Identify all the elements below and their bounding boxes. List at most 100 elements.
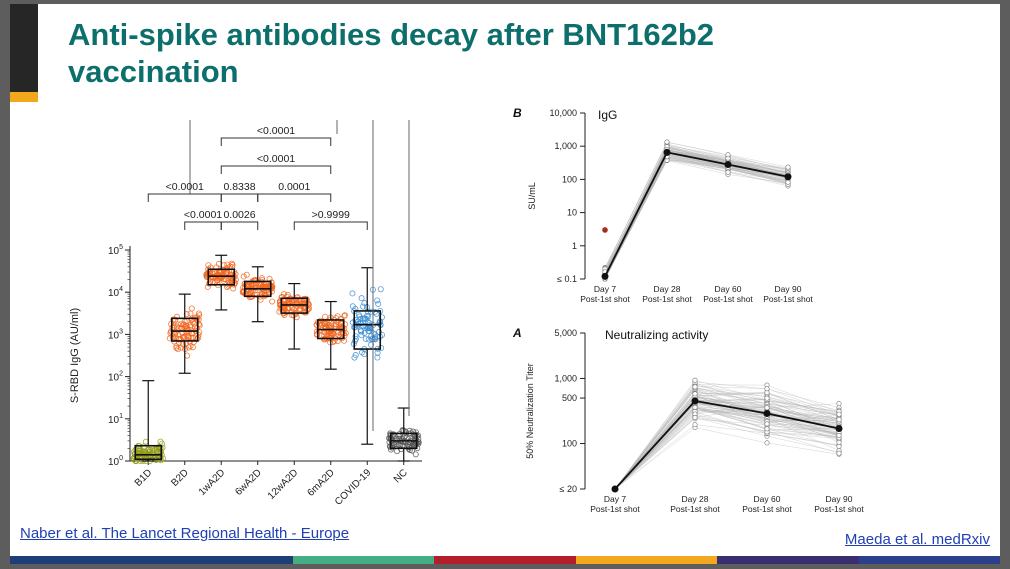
- box-6wa2d: [239, 266, 276, 323]
- data-point: [337, 334, 344, 341]
- box-covid-19: [349, 267, 386, 445]
- p-value-label: 0.8338: [223, 181, 255, 193]
- x-tick-label: B2D: [169, 467, 191, 489]
- trajectory: [614, 410, 840, 490]
- title-accent-gold-bar: [10, 92, 38, 102]
- p-value-label: 0.0026: [223, 209, 255, 221]
- trajectory: [614, 424, 840, 490]
- y-tick-base: 10: [108, 373, 120, 384]
- data-point: [406, 447, 413, 454]
- data-point: [289, 308, 296, 315]
- trajectory: [614, 406, 840, 490]
- y-tick-label: ≤ 20: [560, 484, 577, 494]
- y-tick-exponent: 2: [119, 371, 123, 378]
- y-tick-label: ≤ 0.1: [557, 274, 577, 284]
- data-point: [187, 310, 194, 317]
- y-tick-label: 100: [108, 455, 123, 468]
- data-point: [186, 338, 193, 345]
- trajectory: [604, 144, 789, 269]
- data-point: [180, 333, 187, 340]
- mean-point: [724, 161, 732, 169]
- x-tick-sublabel: Post-1st shot: [742, 504, 792, 514]
- y-tick-exponent: 5: [119, 244, 123, 251]
- y-tick-exponent: 3: [119, 328, 123, 335]
- subject-point: [836, 443, 842, 449]
- y-axis-label: SU/mL: [527, 182, 537, 210]
- subject-point: [764, 421, 770, 427]
- y-tick-base: 10: [108, 288, 120, 299]
- y-tick-label: 10: [567, 208, 577, 218]
- data-point: [281, 306, 288, 313]
- box-b1d: [130, 380, 167, 464]
- y-tick-label: 101: [108, 413, 123, 426]
- x-tick-sublabel: Post-1st shot: [590, 504, 640, 514]
- subject-point: [764, 440, 770, 446]
- y-tick-base: 10: [108, 330, 120, 341]
- y-tick-label: 105: [108, 244, 123, 257]
- data-point: [328, 325, 335, 332]
- citation-maeda-link[interactable]: Maeda et al. medRxiv: [844, 531, 990, 548]
- y-tick-label: 100: [562, 174, 577, 184]
- y-tick-base: 10: [108, 457, 120, 468]
- subject-point: [764, 395, 770, 401]
- data-point: [175, 321, 182, 328]
- data-point: [339, 325, 346, 332]
- subject-point: [836, 450, 842, 456]
- data-point: [181, 324, 188, 331]
- trajectory: [614, 382, 840, 490]
- p-value-label: <0.0001: [166, 181, 204, 193]
- y-tick-exponent: 0: [119, 455, 123, 462]
- trajectory: [614, 427, 840, 490]
- y-axis-label: S-RBD IgG (AU/ml): [69, 308, 81, 403]
- data-point: [375, 300, 382, 307]
- significance-bracket: <0.0001: [220, 153, 332, 174]
- y-tick-label: 103: [108, 328, 123, 341]
- chart-title: Neutralizing activity: [605, 328, 708, 342]
- subject-point: [785, 179, 791, 185]
- p-value-label: <0.0001: [257, 153, 295, 165]
- citation-naber-link[interactable]: Naber et al. The Lancet Regional Health …: [20, 525, 350, 542]
- y-tick-base: 10: [108, 246, 120, 257]
- data-point: [181, 334, 188, 341]
- data-point: [177, 321, 184, 328]
- data-point: [378, 314, 385, 321]
- data-point: [349, 290, 356, 297]
- data-point: [195, 331, 202, 338]
- data-point: [240, 273, 247, 280]
- subject-point: [836, 433, 842, 439]
- mean-point: [763, 409, 771, 417]
- y-tick-label: 10,000: [549, 108, 577, 118]
- p-value-label: <0.0001: [184, 209, 222, 221]
- trajectory: [614, 418, 840, 490]
- panel-letter: B: [513, 106, 522, 120]
- data-point: [172, 316, 179, 323]
- subject-point: [692, 384, 698, 390]
- data-point: [365, 336, 372, 343]
- subject-point: [836, 439, 842, 445]
- data-point: [355, 311, 362, 318]
- neutralizing-chart: A Neutralizing activity ≤ 20 100 500 1,000 5,0…: [512, 326, 864, 514]
- data-point: [351, 354, 358, 361]
- significance-bracket: <0.0001: [147, 181, 222, 202]
- trajectory: [614, 388, 840, 490]
- data-point: [342, 321, 349, 328]
- trajectory: [614, 388, 840, 490]
- trajectory: [614, 404, 840, 490]
- subject-point: [725, 169, 731, 175]
- footer-segment: [717, 556, 859, 564]
- footer-color-band: [10, 556, 1000, 564]
- x-tick-label: 6mA2D: [306, 467, 337, 498]
- data-point: [395, 441, 402, 448]
- subject-point: [836, 401, 842, 407]
- x-tick-label: Day 90: [775, 284, 802, 294]
- box-iqr: [134, 444, 163, 461]
- footer-segment: [434, 556, 576, 564]
- x-tick-sublabel: Post-1st shot: [642, 294, 692, 304]
- data-point: [368, 341, 375, 348]
- data-point: [300, 296, 307, 303]
- mean-point: [611, 485, 619, 493]
- data-point: [365, 325, 372, 332]
- mean-line: [604, 151, 789, 277]
- bracket-line: [293, 221, 368, 230]
